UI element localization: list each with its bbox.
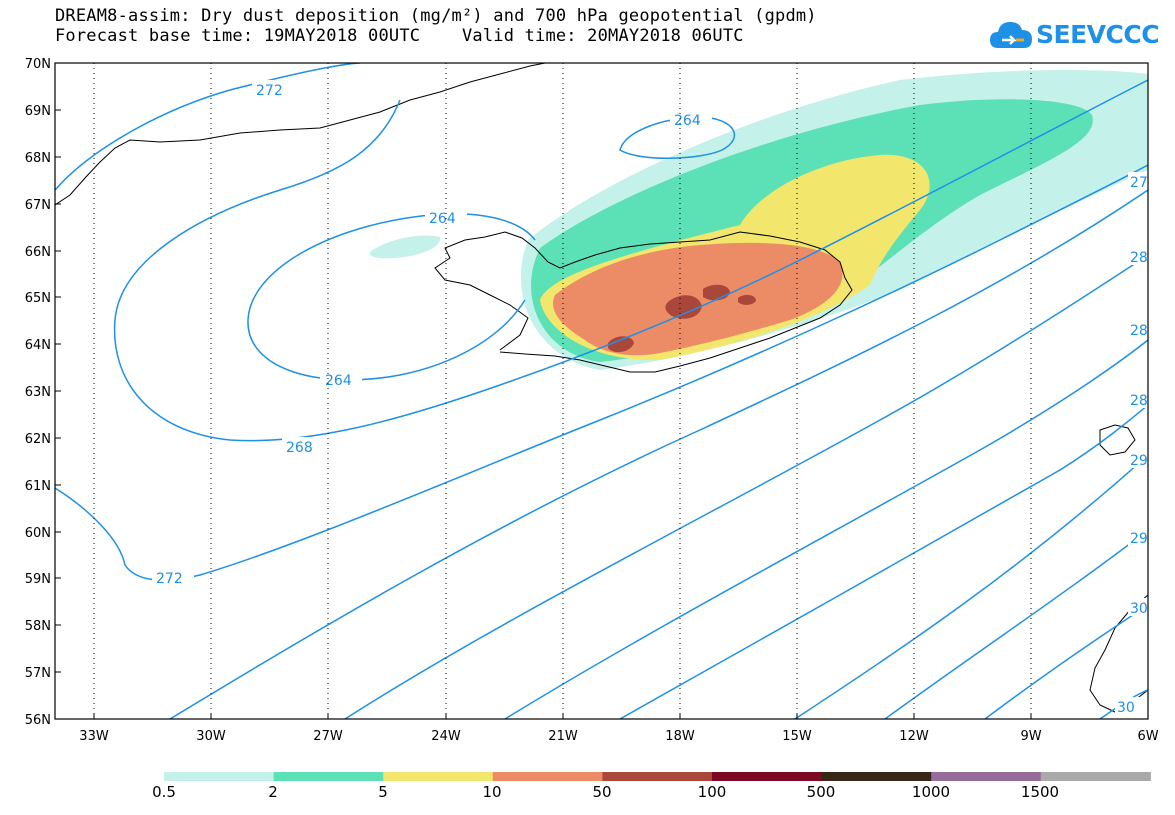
dust-band-0.5-small [369, 235, 441, 259]
lat-label: 66N [25, 245, 51, 260]
lat-label: 60N [25, 526, 51, 541]
lon-label: 27W [313, 729, 343, 744]
lat-label: 69N [25, 104, 51, 119]
legend-label: 100 [697, 783, 727, 801]
contour-label: 272 [256, 83, 283, 99]
legend-swatch [821, 772, 932, 781]
legend-label: 1500 [1020, 783, 1060, 801]
map-title: DREAM8-assim: Dry dust deposition (mg/m²… [55, 6, 817, 26]
lon-label: 18W [665, 729, 695, 744]
color-legend [164, 772, 1151, 781]
lon-label: 30W [196, 729, 226, 744]
geopotential-contours [55, 63, 1148, 719]
contour-272-north [55, 63, 361, 191]
lon-label: 6W [1137, 729, 1158, 744]
logo-text: SEEVCCC [1036, 20, 1160, 49]
legend-swatch [273, 772, 384, 781]
cloud-icon [990, 22, 1032, 48]
legend-label: 10 [482, 783, 502, 801]
lat-label: 64N [25, 338, 51, 353]
contour-284 [504, 339, 1148, 719]
greenland-coast [55, 63, 546, 206]
lon-label: 15W [782, 729, 812, 744]
contour-264-main [247, 212, 536, 381]
lat-label: 57N [25, 666, 51, 681]
contour-label: 29 [1130, 531, 1148, 547]
legend-label: 1000 [911, 783, 951, 801]
contour-labels: 272 264 264 264 268 272 27 28 28 28 29 2… [152, 80, 1148, 716]
legend-swatch [931, 772, 1042, 781]
lat-label: 62N [25, 432, 51, 447]
contour-label: 30 [1117, 700, 1135, 716]
dust-band-50c [608, 336, 634, 353]
legend-label: 50 [592, 783, 612, 801]
dust-band-50d [738, 294, 756, 305]
lat-label: 58N [25, 619, 51, 634]
map-subtitle: Forecast base time: 19MAY2018 00UTC Vali… [55, 26, 744, 46]
contour-292 [794, 454, 1148, 719]
lat-label: 67N [25, 198, 51, 213]
contour-264-north [619, 116, 736, 159]
lat-label: 65N [25, 291, 51, 306]
contour-label: 28 [1130, 393, 1148, 409]
faroe-coast [1099, 424, 1136, 456]
contour-label: 264 [674, 113, 701, 129]
latitude-axis: 70N 69N 68N 67N 66N 65N 64N 63N 62N 61N … [25, 57, 61, 728]
contour-label: 268 [286, 440, 313, 456]
lat-label: 61N [25, 479, 51, 494]
contour-label: 28 [1130, 323, 1148, 339]
lon-label: 9W [1020, 729, 1041, 744]
lat-label: 63N [25, 385, 51, 400]
contour-label: 30 [1130, 601, 1148, 617]
iceland-coast [434, 231, 853, 373]
contour-label: 28 [1130, 250, 1148, 266]
contour-label: 27 [1130, 175, 1148, 191]
legend-swatch [492, 772, 603, 781]
seevccc-logo: SEEVCCC [988, 16, 1163, 60]
legend-swatch [164, 772, 275, 781]
lon-label: 12W [899, 729, 929, 744]
legend-swatch [712, 772, 823, 781]
lon-label: 33W [79, 729, 109, 744]
lat-label: 70N [25, 57, 51, 72]
longitude-axis: 33W 30W 27W 24W 21W 18W 15W 12W 9W 6W [79, 713, 1159, 744]
contour-296 [884, 529, 1148, 719]
dust-deposition-field [369, 70, 1148, 371]
legend-label: 500 [806, 783, 836, 801]
contour-label: 272 [156, 571, 183, 587]
contour-label: 29 [1130, 453, 1148, 469]
lon-label: 21W [548, 729, 578, 744]
legend-swatch [383, 772, 494, 781]
lat-label: 59N [25, 572, 51, 587]
legend-label: 5 [378, 783, 388, 801]
legend-label: 0.5 [152, 783, 176, 801]
lat-label: 68N [25, 151, 51, 166]
legend-swatch [1040, 772, 1151, 781]
contour-276 [169, 189, 1148, 719]
contour-label: 264 [429, 211, 456, 227]
lon-label: 24W [431, 729, 461, 744]
legend-swatch [602, 772, 713, 781]
contour-288 [619, 404, 1148, 719]
lat-label: 56N [25, 713, 51, 728]
dust-band-10 [553, 242, 843, 356]
contour-label: 264 [325, 373, 352, 389]
legend-label: 2 [268, 783, 278, 801]
dust-band-50a [665, 295, 702, 319]
contour-280 [344, 254, 1148, 719]
contour-272-south [55, 164, 1148, 581]
